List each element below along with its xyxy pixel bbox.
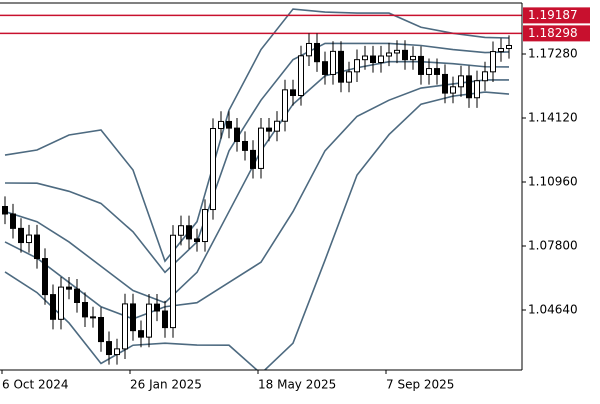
candle-body <box>466 75 472 99</box>
plot-area <box>0 8 522 370</box>
candle-body <box>170 234 176 329</box>
candle-body <box>338 50 344 83</box>
y-tick-label: 1.17280 <box>528 46 578 60</box>
candle-body <box>34 234 40 260</box>
candle-body <box>274 120 280 132</box>
price-label: 1.18298 <box>528 26 578 40</box>
candle-body <box>202 209 208 243</box>
band-line <box>4 60 510 304</box>
candle-body <box>90 316 96 319</box>
candle-body <box>162 310 168 329</box>
candle-body <box>362 55 368 61</box>
band-line <box>4 42 510 274</box>
candle-body <box>242 140 248 151</box>
candle-body <box>394 49 400 54</box>
y-tick-label: 1.04640 <box>528 302 578 316</box>
x-tick-label: 26 Jan 2025 <box>130 378 202 392</box>
candle-body <box>58 286 64 320</box>
candle-body <box>418 55 424 75</box>
band-line <box>4 79 509 320</box>
candle-body <box>410 55 416 61</box>
band-line <box>4 8 510 263</box>
candle-body <box>122 303 128 350</box>
candle-body <box>498 48 504 53</box>
band-line <box>4 91 510 370</box>
candle-body <box>306 42 312 57</box>
candle-body <box>370 55 376 64</box>
candle-body <box>50 294 56 320</box>
candle-body <box>226 120 232 129</box>
y-tick-label: 1.07800 <box>528 238 578 252</box>
candle-body <box>386 52 392 57</box>
price-label: 1.19187 <box>528 8 578 22</box>
candle-body <box>282 89 288 122</box>
candle-body <box>82 301 88 318</box>
candle-body <box>290 89 296 97</box>
price-label-box <box>523 7 590 24</box>
candle-body <box>434 68 440 75</box>
candle-body <box>114 348 120 356</box>
candle-body <box>490 51 496 73</box>
candle-body <box>378 55 384 64</box>
candle-body <box>506 44 512 50</box>
price-label-box <box>523 25 590 42</box>
candle-body <box>354 59 360 73</box>
y-tick-label: 1.14120 <box>528 110 578 124</box>
candle-body <box>426 68 432 75</box>
candle-body <box>10 213 16 229</box>
candle-body <box>138 330 144 338</box>
candle-body <box>266 127 272 132</box>
candle-body <box>330 50 336 75</box>
y-tick-label: 1.10960 <box>528 174 578 188</box>
candle-body <box>146 303 152 338</box>
candle-body <box>250 149 256 169</box>
candle-body <box>130 303 136 332</box>
x-tick-label: 18 May 2025 <box>258 378 336 392</box>
candle-body <box>98 316 104 343</box>
candle-body <box>186 225 192 240</box>
candle-body <box>314 42 320 63</box>
candle-body <box>234 127 240 142</box>
candle-body <box>298 55 304 97</box>
candle-body <box>2 205 8 215</box>
candle-body <box>106 341 112 356</box>
x-tick-label: 6 Oct 2024 <box>2 378 69 392</box>
x-tick-label: 7 Sep 2025 <box>386 378 454 392</box>
candle-body <box>42 258 48 296</box>
candle-body <box>450 86 456 94</box>
candle-body <box>18 227 24 244</box>
candle-body <box>322 61 328 75</box>
candle-body <box>474 80 480 99</box>
candle-body <box>458 75 464 88</box>
candle-body <box>482 71 488 82</box>
candle-body <box>194 238 200 243</box>
candle-body <box>178 225 184 236</box>
candle-body <box>258 127 264 169</box>
candle-body <box>66 286 72 290</box>
candle-body <box>154 303 160 312</box>
candle-body <box>74 288 80 303</box>
candle-body <box>442 73 448 94</box>
candle-body <box>402 49 408 61</box>
candle-body <box>26 234 32 244</box>
candle-body <box>210 128 216 211</box>
candle-body <box>346 71 352 83</box>
candle-body <box>218 120 224 130</box>
